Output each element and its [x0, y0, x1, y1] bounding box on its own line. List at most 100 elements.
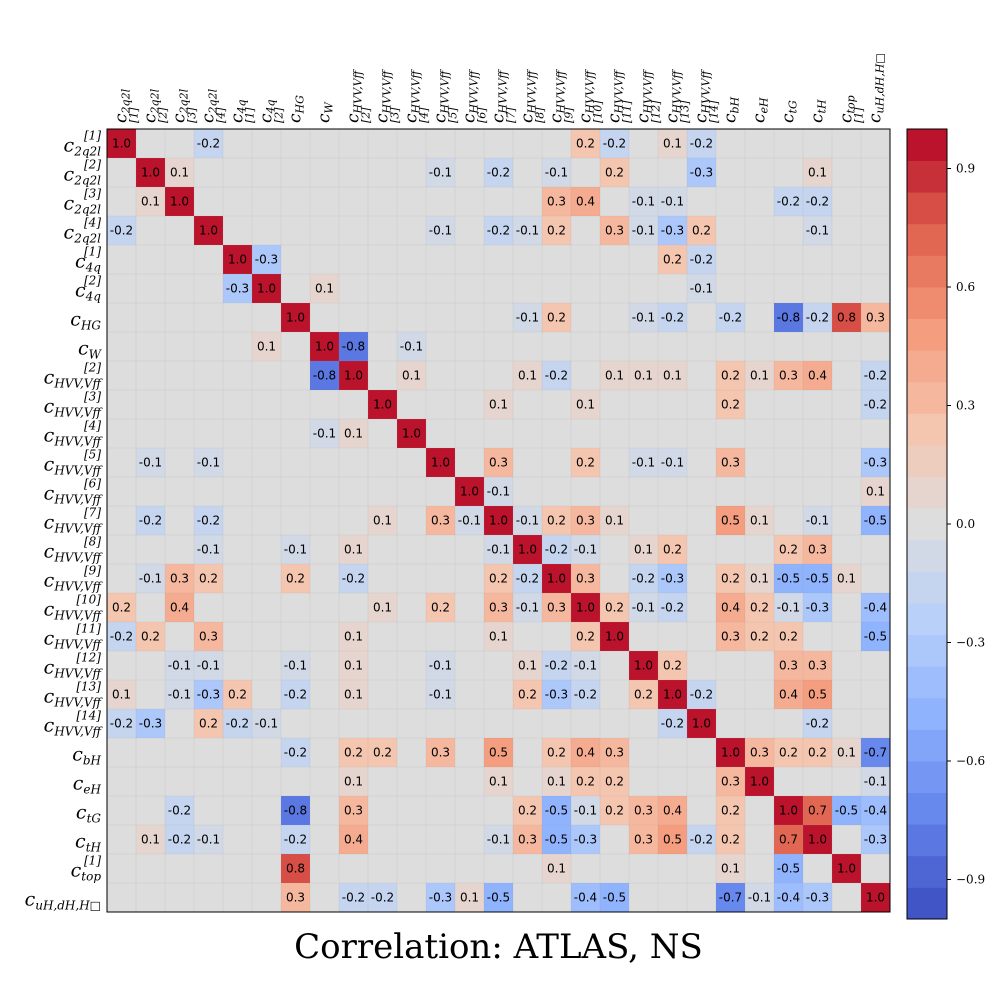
cell-value-label: -0.2: [168, 833, 191, 847]
cell-value-label: 0.3: [808, 543, 827, 557]
cell-value-label: 0.2: [547, 746, 566, 760]
heatmap-cell: [832, 738, 862, 768]
colorbar-segment: [907, 129, 947, 161]
cell-value-label: -0.1: [574, 659, 597, 673]
cell-value-label: 0.1: [373, 514, 392, 528]
heatmap-cell: [513, 883, 543, 913]
colorbar-segment: [907, 381, 947, 414]
heatmap-cell: [136, 709, 166, 739]
heatmap-cell: [310, 854, 340, 884]
cell-value-label: 0.1: [257, 340, 276, 354]
heatmap-cell: [252, 883, 282, 913]
cell-value-label: 0.2: [199, 572, 218, 586]
column-tick-superscript: [14]: [708, 100, 721, 123]
cell-value-label: -0.1: [429, 166, 452, 180]
heatmap-cell: [165, 274, 195, 304]
heatmap-cell: [281, 216, 311, 246]
heatmap-cell: [397, 651, 427, 681]
heatmap-cell: [513, 709, 543, 739]
cell-value-label: 0.2: [199, 717, 218, 731]
heatmap-cell: [658, 245, 688, 275]
heatmap-cell: [716, 274, 746, 304]
heatmap-cell: [455, 738, 485, 768]
heatmap-cell: [455, 506, 485, 536]
cell-value-label: -0.2: [719, 311, 742, 325]
cell-value-label: -0.5: [545, 833, 568, 847]
heatmap-cell: [194, 129, 224, 159]
colorbar-segment: [907, 824, 947, 857]
column-tick-superscript: [11]: [621, 100, 634, 123]
heatmap-cell: [716, 854, 746, 884]
heatmap-cell: [542, 854, 572, 884]
heatmap-cell: [397, 854, 427, 884]
heatmap-cell: [542, 274, 572, 304]
cell-value-label: 0.1: [634, 543, 653, 557]
cell-value-label: 0.5: [489, 746, 508, 760]
heatmap-cell: [310, 622, 340, 652]
heatmap-cell: [745, 651, 775, 681]
row-tick-label: ceH: [73, 773, 102, 797]
cell-value-label: 0.2: [141, 630, 160, 644]
heatmap-cell: [107, 361, 137, 391]
heatmap-cell: [339, 883, 369, 913]
heatmap-cell: [861, 216, 891, 246]
heatmap-cell: [281, 245, 311, 275]
heatmap-cell: [252, 361, 282, 391]
heatmap-cell: [629, 332, 659, 362]
heatmap-cell: [658, 158, 688, 188]
heatmap-cell: [455, 680, 485, 710]
heatmap-cell: [281, 274, 311, 304]
cell-value-label: -0.2: [110, 630, 133, 644]
column-tick-label: cHVV,Vff: [402, 68, 423, 123]
colorbar-segment: [907, 287, 947, 319]
heatmap-cell: [832, 854, 862, 884]
heatmap-cell: [165, 477, 195, 507]
heatmap-cell: [397, 390, 427, 420]
heatmap-cell: [571, 245, 601, 275]
heatmap-cell: [136, 622, 166, 652]
heatmap-cell: [803, 448, 833, 478]
heatmap-cell: [600, 854, 630, 884]
heatmap-cell: [571, 332, 601, 362]
heatmap-cell: [687, 825, 717, 855]
heatmap-cell-labels: 1.0 -0.2 0.2 -0.2 0.1 -0.2 1.0 0.1 -0.1 -0.2 -0.1 0…: [110, 137, 887, 905]
heatmap-cell: [716, 825, 746, 855]
cell-value-label: 0.1: [808, 166, 827, 180]
heatmap-cell: [136, 767, 166, 797]
heatmap-cell: [223, 506, 253, 536]
heatmap-cell: [455, 535, 485, 565]
heatmap-cell: [136, 129, 166, 159]
heatmap-cell: [368, 564, 398, 594]
heatmap-cell: [513, 245, 543, 275]
row-tick-label: cHVV,Vff: [44, 657, 104, 681]
colorbar-segment: [907, 255, 947, 288]
heatmap-cell: [165, 419, 195, 449]
heatmap-cell: [397, 245, 427, 275]
cell-value-label: 0.1: [344, 427, 363, 441]
cell-value-label: 0.2: [547, 514, 566, 528]
colorbar-segment: [907, 413, 947, 446]
heatmap-cell: [803, 158, 833, 188]
cell-value-label: 0.2: [576, 137, 595, 151]
heatmap-cell: [339, 593, 369, 623]
heatmap-cell: [310, 419, 340, 449]
heatmap-cell: [484, 390, 514, 420]
colorbar-segment: [907, 350, 947, 383]
cell-value-label: 0.4: [808, 369, 827, 383]
cell-value-label: 0.4: [663, 804, 682, 818]
cell-value-label: 1.0: [112, 137, 131, 151]
cell-value-label: 0.1: [344, 775, 363, 789]
heatmap-cell: [368, 883, 398, 913]
heatmap-cell: [252, 303, 282, 333]
cell-value-label: -0.8: [342, 340, 365, 354]
cell-value-label: 0.3: [779, 659, 798, 673]
heatmap-cell: [861, 738, 891, 768]
heatmap-cell: [600, 564, 630, 594]
heatmap-cell: [165, 738, 195, 768]
column-tick-label: cHVV,Vff: [692, 68, 713, 123]
heatmap-cell: [194, 332, 224, 362]
heatmap-cell: [165, 854, 195, 884]
cell-value-label: -0.4: [777, 891, 800, 905]
heatmap-cell: [165, 187, 195, 217]
cell-value-label: -0.3: [545, 688, 568, 702]
